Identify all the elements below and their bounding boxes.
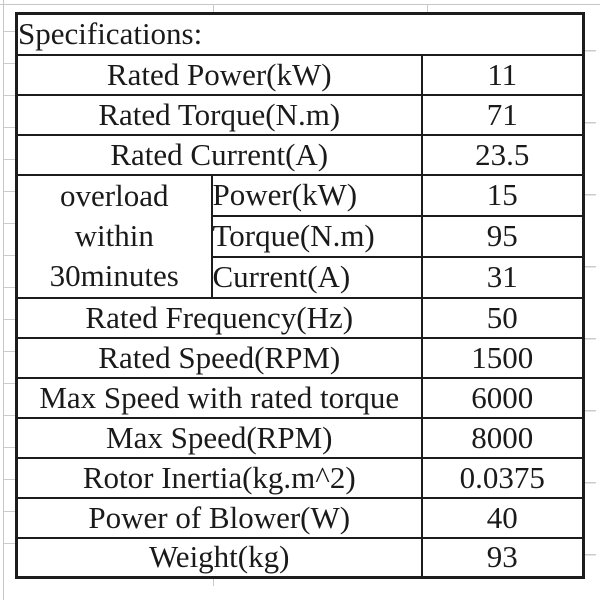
row-rated-speed: Rated Speed(RPM) 1500 <box>15 336 585 379</box>
spec-label-weight: Weight(kg) <box>15 536 423 579</box>
spec-value-rotor-inertia: 0.0375 <box>420 456 585 499</box>
spreadsheet-gridline-top <box>0 4 600 5</box>
overload-value-current: 31 <box>420 255 585 299</box>
row-max-speed: Max Speed(RPM) 8000 <box>15 416 585 459</box>
spec-value-rated-torque: 71 <box>420 93 585 136</box>
spec-label-max-speed: Max Speed(RPM) <box>15 416 423 459</box>
spreadsheet-gridline-left <box>3 0 4 600</box>
table-title: Specifications: <box>15 12 585 56</box>
row-overload-current: Current(A) 31 <box>17 255 585 299</box>
spec-value-power-of-blower: 40 <box>420 496 585 539</box>
spec-label-rated-power: Rated Power(kW) <box>15 53 423 96</box>
overload-group-label: overload within 30minutes <box>15 173 213 299</box>
overload-label-current: Current(A) <box>210 255 423 299</box>
row-rated-frequency: Rated Frequency(Hz) 50 <box>15 296 585 339</box>
spec-label-rated-frequency: Rated Frequency(Hz) <box>15 296 423 339</box>
row-max-speed-rated-torque: Max Speed with rated torque 6000 <box>15 376 585 419</box>
spec-label-power-of-blower: Power of Blower(W) <box>15 496 423 539</box>
spreadsheet-row-ticks-left <box>4 0 15 560</box>
row-power-of-blower: Power of Blower(W) 40 <box>15 496 585 539</box>
spec-value-max-speed-rated-torque: 6000 <box>420 376 585 419</box>
row-weight: Weight(kg) 93 <box>15 536 585 579</box>
overload-label-torque: Torque(N.m) <box>210 214 423 258</box>
row-overload-power: overload within 30minutes Power(kW) 15 <box>15 173 585 299</box>
overload-label-line: 30minutes <box>49 258 179 294</box>
spec-value-rated-power: 11 <box>420 53 585 96</box>
spec-label-rated-speed: Rated Speed(RPM) <box>15 336 423 379</box>
overload-value-torque: 95 <box>420 214 585 258</box>
row-overload-torque: Torque(N.m) 95 <box>17 214 585 258</box>
row-rated-current: Rated Current(A) 23.5 <box>15 133 585 176</box>
spreadsheet-row-ticks-right <box>584 50 596 562</box>
row-rotor-inertia: Rotor Inertia(kg.m^2) 0.0375 <box>15 456 585 499</box>
overload-label-line: within <box>74 217 154 253</box>
spec-label-rotor-inertia: Rotor Inertia(kg.m^2) <box>15 456 423 499</box>
specifications-table: Specifications: Rated Power(kW) 11 Rated… <box>15 12 586 580</box>
row-rated-torque: Rated Torque(N.m) 71 <box>15 93 585 136</box>
spec-label-rated-torque: Rated Torque(N.m) <box>15 93 423 136</box>
row-rated-power: Rated Power(kW) 11 <box>15 53 585 96</box>
spreadsheet-column-tick <box>427 4 428 13</box>
spec-value-rated-current: 23.5 <box>420 133 585 176</box>
spec-value-max-speed: 8000 <box>420 416 585 459</box>
spreadsheet-column-tick <box>213 4 214 13</box>
spec-value-weight: 93 <box>420 536 585 579</box>
overload-label-line: overload <box>60 177 169 213</box>
spec-value-rated-frequency: 50 <box>420 296 585 339</box>
spec-label-rated-current: Rated Current(A) <box>15 133 423 176</box>
spec-value-rated-speed: 1500 <box>420 336 585 379</box>
row-title: Specifications: <box>15 12 585 56</box>
spreadsheet-column-tick <box>213 578 214 586</box>
overload-label-power: Power(kW) <box>210 173 423 217</box>
spec-label-max-speed-rated-torque: Max Speed with rated torque <box>15 376 423 419</box>
overload-value-power: 15 <box>420 173 585 217</box>
